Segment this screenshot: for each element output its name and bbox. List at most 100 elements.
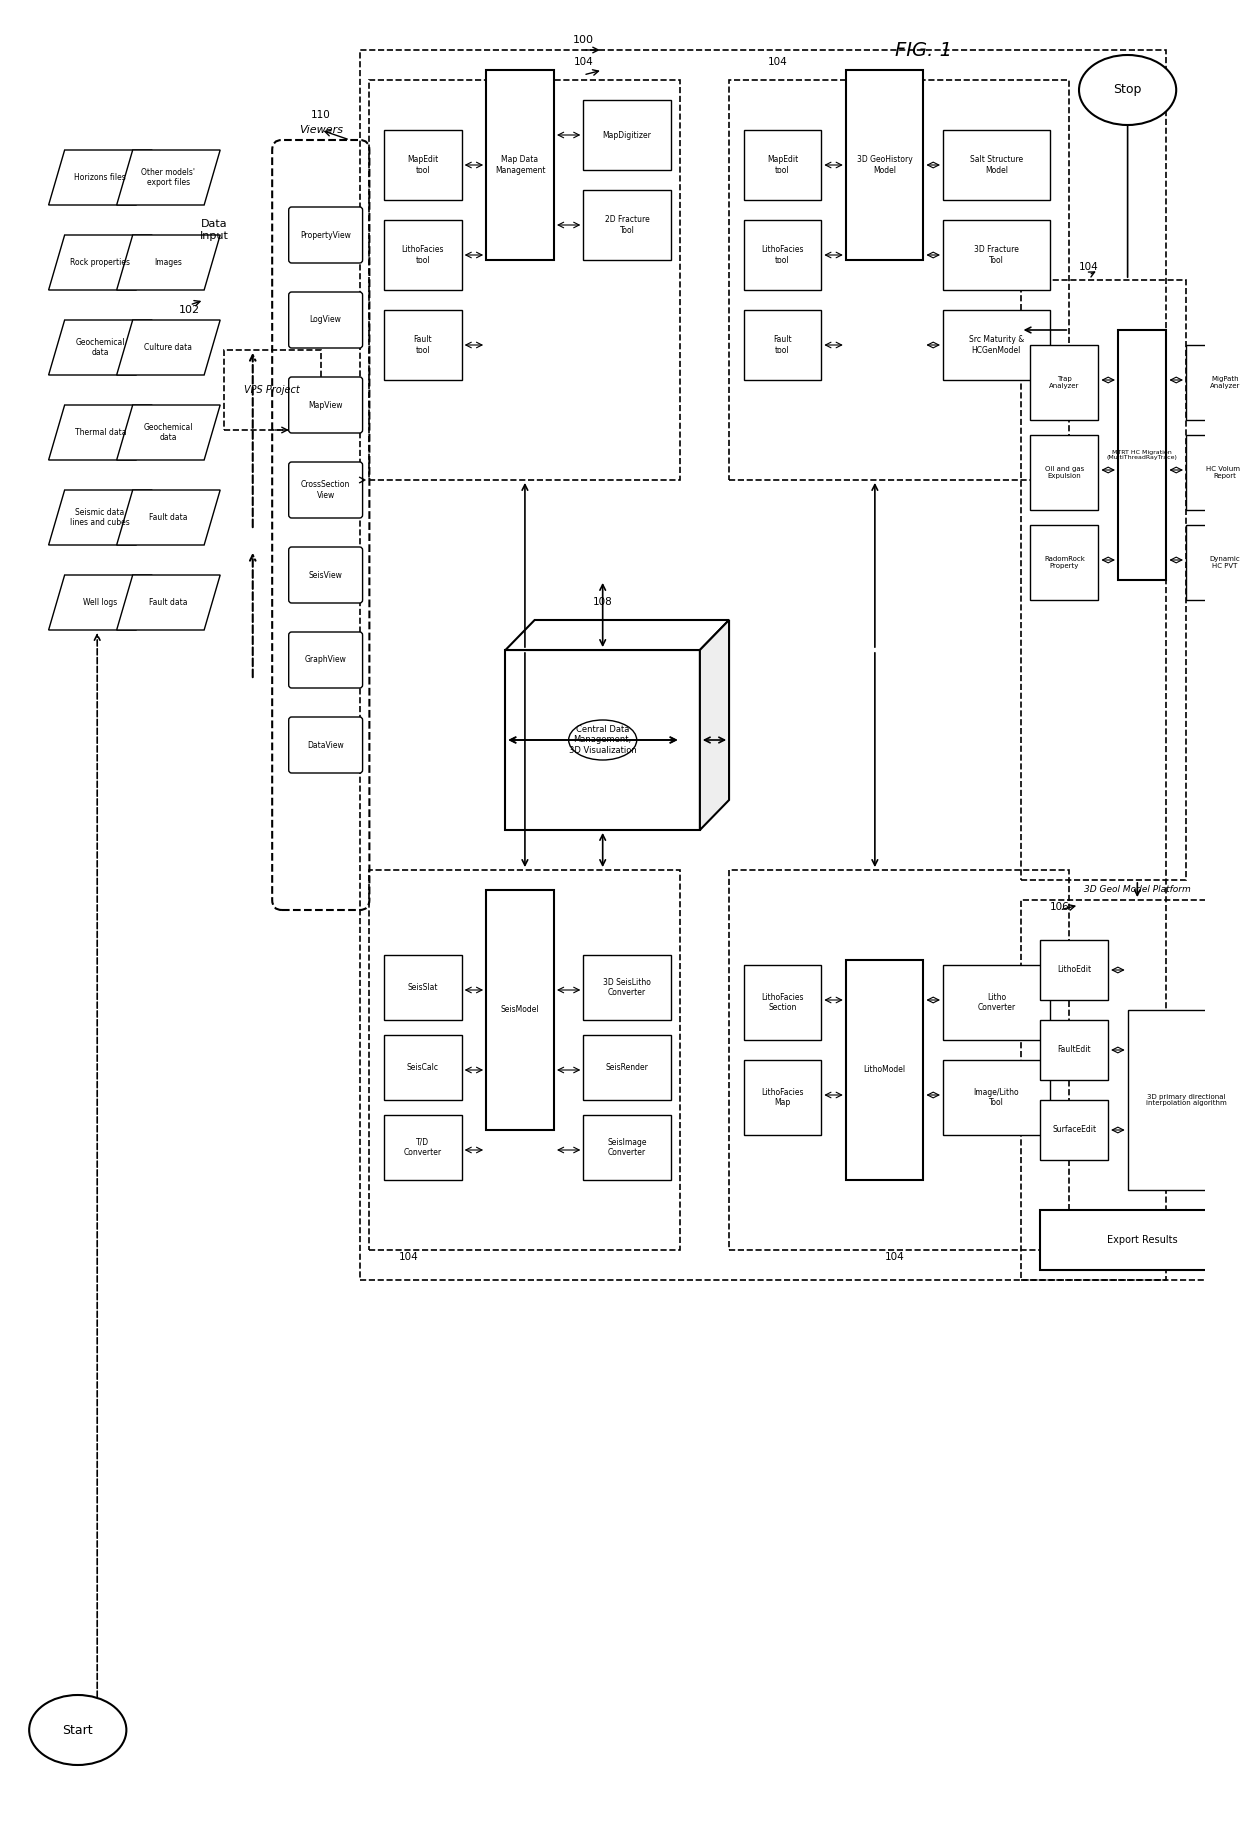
Text: VPS Project: VPS Project (244, 384, 300, 395)
Text: 104: 104 (398, 1252, 418, 1263)
Text: Trap
Analyzer: Trap Analyzer (1049, 375, 1080, 390)
Ellipse shape (569, 719, 636, 759)
Text: Other models'
export files: Other models' export files (141, 168, 196, 187)
Polygon shape (506, 620, 729, 650)
Polygon shape (48, 150, 153, 205)
FancyBboxPatch shape (486, 70, 554, 260)
Text: Rock properties: Rock properties (71, 258, 130, 267)
FancyBboxPatch shape (506, 650, 699, 831)
Text: Fault
tool: Fault tool (774, 335, 792, 355)
Text: MTRT HC Migration
(MultiThreadRayTrace): MTRT HC Migration (MultiThreadRayTrace) (1107, 450, 1178, 461)
FancyBboxPatch shape (1040, 941, 1109, 999)
Text: Salt Structure
Model: Salt Structure Model (970, 156, 1023, 174)
FancyBboxPatch shape (384, 309, 461, 381)
Text: SeisModel: SeisModel (501, 1005, 539, 1014)
Text: SurfaceEdit: SurfaceEdit (1052, 1125, 1096, 1135)
Text: SeisImage
Converter: SeisImage Converter (608, 1138, 647, 1157)
Text: SeisView: SeisView (309, 571, 342, 580)
Text: Dynamic
HC PVT: Dynamic HC PVT (1209, 556, 1240, 569)
Text: Culture data: Culture data (144, 342, 192, 351)
Text: LogView: LogView (310, 315, 341, 324)
Polygon shape (48, 575, 153, 630)
Text: 3D SeisLitho
Converter: 3D SeisLitho Converter (603, 977, 651, 997)
Text: 3D GeoHistory
Model: 3D GeoHistory Model (857, 156, 913, 174)
Text: 104: 104 (884, 1252, 904, 1263)
Text: Horizons files: Horizons files (74, 174, 126, 181)
Text: PropertyView: PropertyView (300, 231, 351, 240)
Text: 102: 102 (179, 306, 200, 315)
Text: MapDigitizer: MapDigitizer (603, 130, 651, 139)
FancyBboxPatch shape (744, 130, 821, 199)
Text: SeisCalc: SeisCalc (407, 1063, 439, 1072)
Text: GraphView: GraphView (305, 655, 347, 664)
Text: MigPath
Analyzer: MigPath Analyzer (1210, 375, 1240, 390)
FancyBboxPatch shape (1185, 346, 1240, 421)
Text: 100: 100 (573, 35, 594, 46)
Text: 106: 106 (1050, 902, 1069, 911)
Text: HC Volume
Report: HC Volume Report (1205, 467, 1240, 479)
FancyBboxPatch shape (289, 461, 362, 518)
Text: RadomRock
Property: RadomRock Property (1044, 556, 1085, 569)
Text: LithoModel: LithoModel (863, 1065, 905, 1074)
FancyBboxPatch shape (583, 955, 671, 1019)
FancyBboxPatch shape (384, 220, 461, 289)
Text: Geochemical
data: Geochemical data (76, 339, 125, 357)
Polygon shape (48, 234, 153, 289)
Text: LithoFacies
Map: LithoFacies Map (761, 1087, 804, 1107)
Polygon shape (117, 490, 221, 545)
Polygon shape (117, 234, 221, 289)
FancyBboxPatch shape (583, 190, 671, 260)
Text: Src Maturity &
HCGenModel: Src Maturity & HCGenModel (968, 335, 1024, 355)
Text: Images: Images (155, 258, 182, 267)
FancyBboxPatch shape (846, 70, 924, 260)
Text: LithoFacies
tool: LithoFacies tool (402, 245, 444, 265)
FancyBboxPatch shape (942, 130, 1050, 199)
Polygon shape (117, 404, 221, 459)
Text: MapEdit
tool: MapEdit tool (766, 156, 799, 174)
Polygon shape (117, 575, 221, 630)
Text: LithoFacies
Section: LithoFacies Section (761, 994, 804, 1012)
Text: 3D Geol Model Platform: 3D Geol Model Platform (1084, 886, 1190, 895)
Text: Export Results: Export Results (1107, 1235, 1178, 1244)
Polygon shape (117, 150, 221, 205)
Polygon shape (48, 490, 153, 545)
Text: SeisRender: SeisRender (605, 1063, 649, 1072)
FancyBboxPatch shape (486, 889, 554, 1129)
FancyBboxPatch shape (289, 717, 362, 772)
FancyBboxPatch shape (846, 961, 924, 1180)
FancyBboxPatch shape (1040, 1019, 1109, 1080)
FancyBboxPatch shape (1185, 525, 1240, 600)
Polygon shape (48, 320, 153, 375)
Text: Thermal data: Thermal data (74, 428, 126, 437)
Ellipse shape (1079, 55, 1177, 124)
Text: MapView: MapView (309, 401, 343, 410)
Text: DataView: DataView (308, 741, 343, 750)
FancyBboxPatch shape (583, 101, 671, 170)
Text: CrossSection
View: CrossSection View (301, 479, 351, 500)
Text: LithoEdit: LithoEdit (1056, 966, 1091, 975)
Text: Oil and gas
Expulsion: Oil and gas Expulsion (1045, 467, 1084, 479)
FancyBboxPatch shape (583, 1114, 671, 1180)
Text: FIG. 1: FIG. 1 (895, 40, 952, 60)
Text: Image/Litho
Tool: Image/Litho Tool (973, 1087, 1019, 1107)
FancyBboxPatch shape (1040, 1100, 1109, 1160)
Ellipse shape (30, 1695, 126, 1764)
Text: SeisSlat: SeisSlat (408, 983, 438, 992)
FancyBboxPatch shape (289, 377, 362, 434)
Text: 3D primary directional
interpolation algorithm: 3D primary directional interpolation alg… (1146, 1094, 1226, 1107)
FancyBboxPatch shape (289, 631, 362, 688)
Text: MapEdit
tool: MapEdit tool (407, 156, 439, 174)
FancyBboxPatch shape (289, 207, 362, 264)
Text: 104: 104 (768, 57, 787, 68)
Polygon shape (48, 404, 153, 459)
Text: 3D Fracture
Tool: 3D Fracture Tool (973, 245, 1019, 265)
FancyBboxPatch shape (289, 547, 362, 604)
FancyBboxPatch shape (942, 220, 1050, 289)
FancyBboxPatch shape (1030, 346, 1099, 421)
FancyBboxPatch shape (1030, 436, 1099, 511)
Text: Data
Input: Data Input (200, 220, 228, 242)
FancyBboxPatch shape (384, 955, 461, 1019)
FancyBboxPatch shape (1040, 1210, 1240, 1270)
Text: Fault data: Fault data (149, 512, 187, 522)
Text: Geochemical
data: Geochemical data (144, 423, 193, 443)
